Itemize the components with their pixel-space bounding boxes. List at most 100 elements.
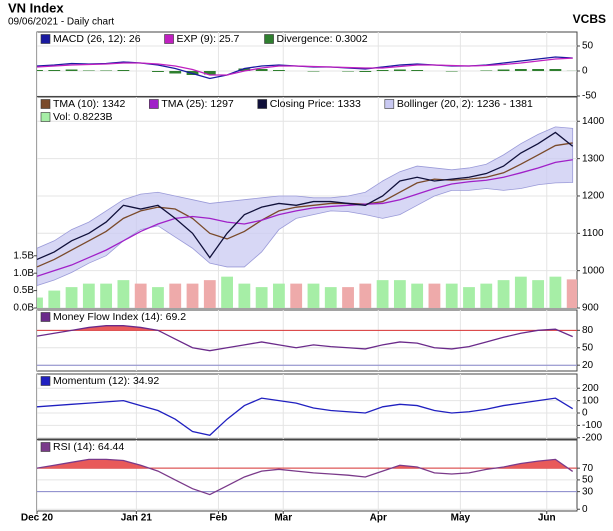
y-tick-label: 1200 [582,191,605,202]
plot-area [37,32,577,96]
bar [376,70,389,71]
bar [117,280,130,308]
bar [411,70,424,71]
y-tick-label: -200 [582,432,602,443]
bar [169,71,182,74]
legend-swatch [149,99,159,109]
y-tick-label: 100 [582,395,599,406]
bar [532,69,545,71]
y-tick-label: 0 [582,504,588,515]
plot-area [37,310,577,371]
y-tick-label: 20 [582,360,594,371]
bar [37,297,43,308]
y2-tick-label: 0.0B [13,303,34,314]
bar [152,287,164,308]
y-tick-label: 50 [582,342,594,353]
series-line [37,397,574,436]
legend-label: Vol: 0.8223B [53,111,113,123]
bar [428,283,441,308]
x-tick-label: Apr [370,513,387,524]
series-line [37,57,573,76]
y2-tick-label: 0.5B [13,285,34,296]
bar [152,71,164,72]
legend-swatch [40,34,51,44]
bar [359,283,372,308]
legend-swatch [257,99,268,109]
series-line [37,142,573,268]
bar [221,276,233,308]
y-tick-label: 900 [582,303,599,314]
bar [376,280,389,308]
bar [532,280,545,308]
bar [463,287,475,308]
x-tick-label: Jan 21 [121,513,153,524]
legend-label: TMA (10): 1342 [53,98,126,110]
bar [273,70,285,71]
bar [445,71,458,72]
bar [169,283,182,308]
y-tick-label: 0 [582,408,588,419]
legend-label: RSI (14): 64.44 [53,441,124,453]
bar [393,280,406,308]
y-tick-label: 80 [582,325,594,336]
legend-label: Money Flow Index (14): 69.2 [53,311,186,323]
legend-swatch [40,99,51,109]
bar [480,283,493,308]
series-line [37,131,574,261]
y2-tick-label: 1.5B [13,250,34,261]
legend-swatch [40,112,51,122]
bar [290,283,303,308]
panel-frame [36,309,578,372]
y-tick-label: 1300 [582,153,605,164]
bar [203,280,216,308]
chart-subtitle: 09/06/2021 - Daily chart [8,17,114,28]
legend-label: TMA (25): 1297 [161,98,234,110]
legend-label: Divergence: 0.3002 [277,33,368,45]
panel-frame [36,31,578,97]
x-tick-label: Jun [538,513,556,524]
bar [549,276,562,308]
y-tick-label: 200 [582,383,599,394]
y-tick-label: 30 [582,486,594,497]
x-tick-label: Feb [210,513,228,524]
bar [255,287,268,308]
bar [37,70,43,71]
bar [307,71,320,72]
bar [324,287,337,308]
bar [549,69,562,71]
bar [203,71,216,75]
bar [307,283,320,308]
legend-swatch [40,312,51,322]
bar [255,69,268,71]
bar [186,283,199,308]
chart-title: VN Index [8,0,64,15]
legend-label: Momentum (12): 34.92 [53,375,159,387]
bar [82,283,95,308]
y-tick-label: -50 [582,91,597,102]
bar [411,283,424,308]
y-tick-label: 1400 [582,116,605,127]
bar [273,283,285,308]
legend-swatch [384,99,395,109]
bar [117,70,130,71]
legend-label: Closing Price: 1333 [270,98,361,110]
bar [65,287,78,308]
bar [82,70,95,71]
bar [514,69,527,71]
legend-swatch [164,34,174,44]
bar [100,283,113,308]
bar [238,283,251,308]
y-tick-label: -100 [582,420,602,431]
bar [359,71,372,72]
brand: VCBS [573,12,606,26]
bar [65,69,78,71]
y-tick-label: 1100 [582,228,604,239]
plot-area [37,374,577,439]
series-line [37,159,573,277]
legend-swatch [40,442,51,452]
bar [514,276,527,308]
bar [497,280,510,308]
y-tick-label: 50 [582,41,594,52]
legend-swatch [264,34,274,44]
